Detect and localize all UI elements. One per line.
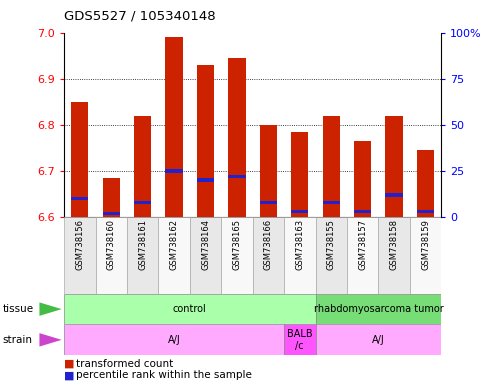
Bar bbox=[347, 217, 378, 294]
Text: strain: strain bbox=[2, 335, 33, 345]
Text: GSM738164: GSM738164 bbox=[201, 219, 210, 270]
Bar bbox=[322, 116, 340, 217]
Text: rhabdomyosarcoma tumor: rhabdomyosarcoma tumor bbox=[314, 304, 443, 314]
Bar bbox=[158, 217, 190, 294]
Bar bbox=[284, 324, 316, 355]
Bar bbox=[260, 200, 277, 204]
Bar bbox=[386, 116, 403, 217]
Text: BALB
/c: BALB /c bbox=[287, 329, 313, 351]
Bar bbox=[252, 217, 284, 294]
Bar bbox=[96, 217, 127, 294]
Bar bbox=[260, 125, 277, 217]
Bar bbox=[284, 217, 316, 294]
Bar bbox=[417, 210, 434, 213]
Text: control: control bbox=[173, 304, 207, 314]
Text: GSM738156: GSM738156 bbox=[75, 219, 84, 270]
Text: ■: ■ bbox=[64, 359, 74, 369]
Bar bbox=[386, 193, 403, 197]
Text: GSM738159: GSM738159 bbox=[421, 219, 430, 270]
Bar bbox=[64, 217, 96, 294]
Bar bbox=[316, 294, 441, 324]
Text: transformed count: transformed count bbox=[76, 359, 174, 369]
Polygon shape bbox=[39, 303, 62, 316]
Bar bbox=[71, 102, 88, 217]
Bar bbox=[64, 294, 316, 324]
Bar bbox=[197, 179, 214, 182]
Bar bbox=[228, 175, 246, 178]
Bar bbox=[291, 132, 309, 217]
Bar bbox=[64, 324, 284, 355]
Text: GSM738155: GSM738155 bbox=[327, 219, 336, 270]
Bar bbox=[134, 116, 151, 217]
Bar bbox=[221, 217, 252, 294]
Bar bbox=[166, 37, 183, 217]
Bar bbox=[166, 169, 183, 172]
Bar bbox=[190, 217, 221, 294]
Text: percentile rank within the sample: percentile rank within the sample bbox=[76, 370, 252, 380]
Text: A/J: A/J bbox=[168, 335, 180, 345]
Text: A/J: A/J bbox=[372, 335, 385, 345]
Text: GDS5527 / 105340148: GDS5527 / 105340148 bbox=[64, 10, 216, 23]
Bar bbox=[103, 212, 120, 215]
Polygon shape bbox=[39, 333, 62, 346]
Text: ■: ■ bbox=[64, 370, 74, 380]
Text: GSM738157: GSM738157 bbox=[358, 219, 367, 270]
Bar bbox=[322, 200, 340, 204]
Bar bbox=[410, 217, 441, 294]
Bar bbox=[71, 197, 88, 200]
Bar bbox=[354, 141, 371, 217]
Bar bbox=[291, 210, 309, 213]
Text: GSM738160: GSM738160 bbox=[106, 219, 116, 270]
Text: tissue: tissue bbox=[2, 304, 34, 314]
Bar bbox=[378, 217, 410, 294]
Bar bbox=[127, 217, 158, 294]
Text: GSM738165: GSM738165 bbox=[232, 219, 242, 270]
Bar bbox=[316, 324, 441, 355]
Bar bbox=[417, 150, 434, 217]
Bar bbox=[228, 58, 246, 217]
Bar bbox=[134, 200, 151, 204]
Text: GSM738162: GSM738162 bbox=[170, 219, 178, 270]
Bar bbox=[354, 210, 371, 213]
Text: GSM738163: GSM738163 bbox=[295, 219, 304, 270]
Text: GSM738161: GSM738161 bbox=[138, 219, 147, 270]
Bar bbox=[316, 217, 347, 294]
Bar bbox=[197, 65, 214, 217]
Text: GSM738158: GSM738158 bbox=[389, 219, 399, 270]
Bar bbox=[103, 178, 120, 217]
Text: GSM738166: GSM738166 bbox=[264, 219, 273, 270]
